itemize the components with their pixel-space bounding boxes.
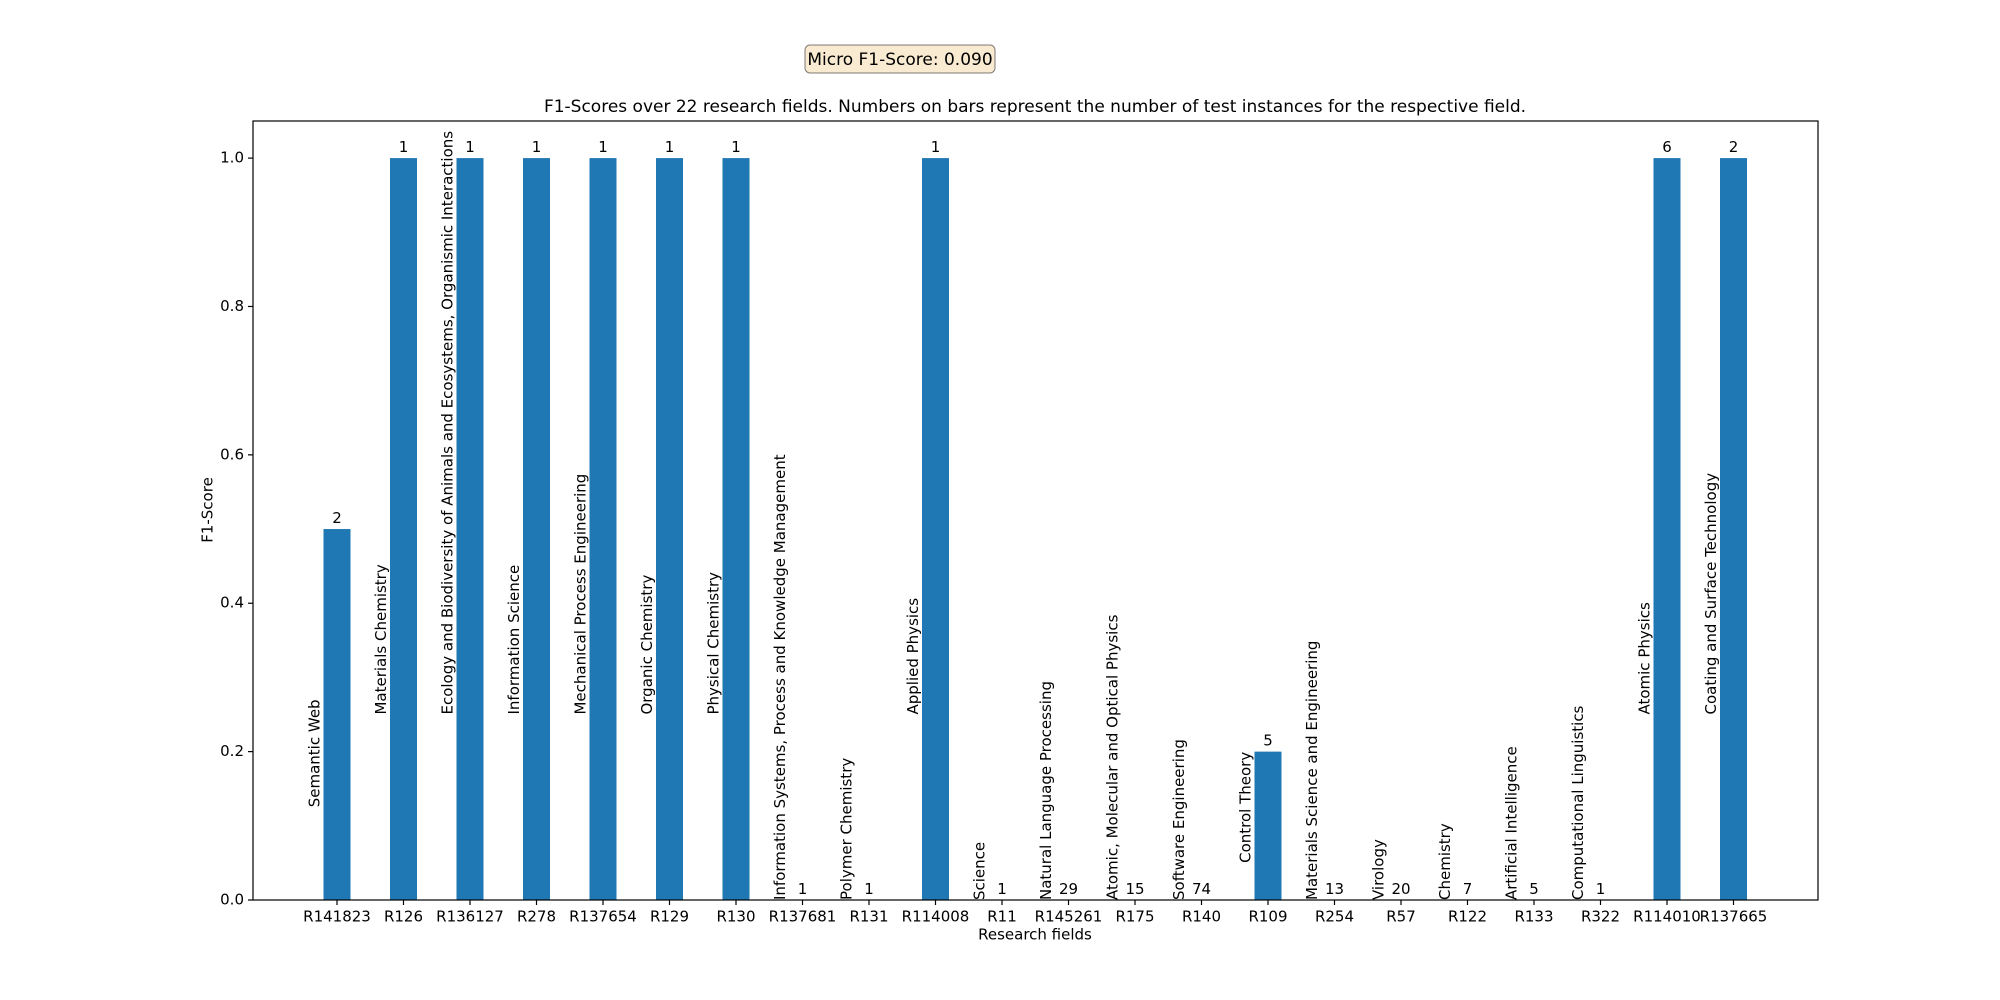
bar [323, 529, 351, 900]
x-tick-label: R137681 [769, 908, 837, 926]
field-label: Artificial Intelligence [1503, 746, 1521, 900]
x-tick-label: R129 [650, 908, 689, 926]
chart-title: F1-Scores over 22 research fields. Numbe… [544, 97, 1526, 117]
bar-count-label: 1 [931, 138, 941, 156]
x-tick-label: R254 [1315, 908, 1354, 926]
x-tick-label: R141823 [303, 908, 371, 926]
field-label: Physical Chemistry [705, 572, 723, 715]
x-tick-label: R140 [1182, 908, 1221, 926]
field-label: Information Systems, Process and Knowled… [771, 454, 789, 900]
bar-count-label: 15 [1125, 880, 1144, 898]
bar-count-label: 1 [1596, 880, 1606, 898]
y-tick-label: 0.8 [220, 297, 244, 315]
x-tick-label: R122 [1448, 908, 1487, 926]
field-label: Virology [1370, 839, 1388, 900]
bar-count-label: 20 [1391, 880, 1410, 898]
x-tick-label: R130 [716, 908, 755, 926]
field-label: Materials Science and Engineering [1303, 641, 1321, 900]
x-tick-label: R109 [1248, 908, 1287, 926]
y-tick-label: 1.0 [220, 149, 244, 167]
field-label: Information Science [505, 565, 523, 715]
field-label: Chemistry [1436, 823, 1454, 900]
field-label: Materials Chemistry [372, 564, 390, 714]
field-label: Atomic, Molecular and Optical Physics [1104, 614, 1122, 900]
field-label: Mechanical Process Engineering [572, 474, 590, 715]
x-tick-label: R136127 [436, 908, 504, 926]
x-tick-label: R145261 [1035, 908, 1103, 926]
x-tick-label: R126 [384, 908, 423, 926]
x-tick-label: R137654 [569, 908, 637, 926]
bar-count-label: 74 [1192, 880, 1211, 898]
bar-count-label: 1 [399, 138, 409, 156]
bar [390, 158, 417, 901]
x-tick-label: R322 [1581, 908, 1620, 926]
bar-count-label: 1 [997, 880, 1007, 898]
field-label: Natural Language Processing [1037, 681, 1055, 900]
bar-count-label: 5 [1263, 732, 1273, 750]
bar-count-label: 1 [798, 880, 808, 898]
field-label: Organic Chemistry [638, 575, 656, 715]
y-tick-label: 0.4 [220, 594, 244, 612]
field-label: Applied Physics [904, 598, 922, 715]
bar-count-label: 2 [1729, 138, 1739, 156]
annotation-box [804, 44, 996, 74]
bar-count-label: 1 [532, 138, 542, 156]
field-label: Software Engineering [1170, 739, 1188, 900]
bar [456, 158, 484, 901]
bar-count-label: 1 [665, 138, 675, 156]
y-tick-label: 0.2 [220, 742, 244, 760]
annotation: Micro F1-Score: 0.090 [807, 50, 992, 70]
x-tick-label: R133 [1514, 908, 1553, 926]
x-tick-label: R57 [1386, 908, 1416, 926]
field-label: Computational Linguistics [1569, 705, 1587, 900]
bar-count-label: 29 [1059, 880, 1078, 898]
bar [1720, 158, 1747, 901]
x-tick-label: R137665 [1700, 908, 1768, 926]
x-tick-label: R131 [849, 908, 888, 926]
plot-frame [252, 120, 1819, 901]
bar-count-label: 5 [1529, 880, 1539, 898]
bar [922, 158, 949, 901]
field-label: Science [971, 842, 989, 900]
x-tick-label: R114010 [1633, 908, 1701, 926]
bar [589, 158, 617, 901]
field-label: Atomic Physics [1636, 602, 1654, 715]
x-tick-label: R114008 [902, 908, 970, 926]
bar-count-label: 13 [1325, 880, 1344, 898]
bar [523, 158, 550, 901]
bar-count-label: 2 [332, 509, 342, 527]
field-label: Semantic Web [306, 699, 324, 807]
x-tick-label: R175 [1115, 908, 1154, 926]
bar [1254, 751, 1282, 900]
bar-count-label: 7 [1463, 880, 1473, 898]
y-axis-label: F1-Score [199, 477, 217, 543]
bar [656, 158, 683, 901]
bar-count-label: 1 [598, 138, 608, 156]
x-tick-label: R278 [517, 908, 556, 926]
x-tick-label: R11 [987, 908, 1017, 926]
bar [722, 158, 750, 901]
bar [1653, 158, 1681, 901]
x-axis-label: Research fields [978, 926, 1092, 944]
field-label: Ecology and Biodiversity of Animals and … [439, 131, 457, 715]
field-label: Control Theory [1237, 752, 1255, 863]
bar-count-label: 6 [1662, 138, 1672, 156]
bar-count-label: 1 [465, 138, 475, 156]
y-tick-label: 0.6 [220, 445, 244, 463]
y-tick-label: 0.0 [220, 891, 244, 909]
bar-count-label: 1 [864, 880, 874, 898]
field-label: Coating and Surface Technology [1702, 473, 1720, 715]
bar-count-label: 1 [731, 138, 741, 156]
field-label: Polymer Chemistry [838, 758, 856, 900]
